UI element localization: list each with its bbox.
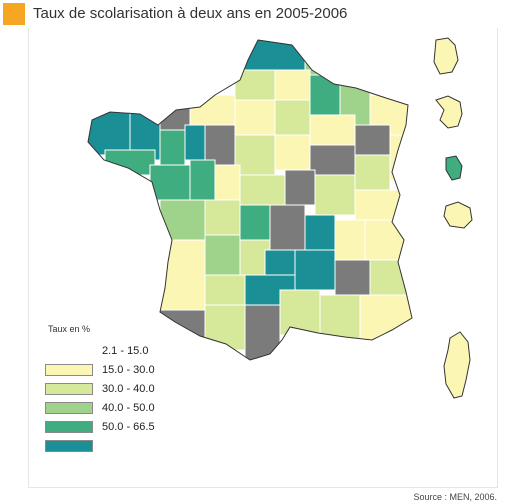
department-region[interactable] bbox=[309, 114, 356, 146]
department-region[interactable] bbox=[274, 69, 311, 101]
title-accent-square bbox=[3, 3, 25, 25]
department-region[interactable] bbox=[359, 294, 415, 341]
legend-title: Taux en % bbox=[48, 324, 91, 334]
department-region[interactable] bbox=[234, 69, 276, 101]
overseas-martinique-region[interactable] bbox=[435, 95, 463, 129]
legend-swatch bbox=[45, 402, 93, 414]
department-region[interactable] bbox=[309, 144, 356, 176]
mainland-outline bbox=[87, 39, 413, 361]
mainland-departments bbox=[85, 35, 415, 360]
legend-swatch bbox=[45, 421, 93, 433]
department-region[interactable] bbox=[159, 199, 206, 241]
department-region[interactable] bbox=[189, 94, 236, 126]
department-region[interactable] bbox=[234, 134, 276, 176]
department-region[interactable] bbox=[239, 35, 306, 71]
department-region[interactable] bbox=[284, 169, 316, 206]
overseas-guadeloupe-region[interactable] bbox=[433, 37, 459, 75]
legend-swatch bbox=[45, 383, 93, 395]
department-region[interactable] bbox=[184, 124, 206, 161]
department-region[interactable] bbox=[204, 234, 241, 276]
source-note: Source : MEN, 2006. bbox=[413, 492, 497, 502]
department-region[interactable] bbox=[239, 204, 271, 241]
department-region[interactable] bbox=[354, 154, 391, 191]
department-region[interactable] bbox=[159, 129, 186, 166]
department-region[interactable] bbox=[334, 259, 371, 301]
department-region[interactable] bbox=[364, 219, 411, 261]
department-region[interactable] bbox=[274, 99, 311, 136]
department-region[interactable] bbox=[239, 174, 286, 206]
department-region[interactable] bbox=[154, 309, 206, 346]
legend-label: 30.0 - 40.0 bbox=[102, 383, 155, 395]
department-region[interactable] bbox=[189, 159, 216, 201]
department-region[interactable] bbox=[159, 89, 191, 131]
legend-label: 15.0 - 30.0 bbox=[102, 364, 155, 376]
department-region[interactable] bbox=[244, 304, 281, 360]
map-panel bbox=[28, 28, 498, 488]
department-region[interactable] bbox=[319, 294, 361, 341]
department-region[interactable] bbox=[354, 189, 401, 221]
corsica-region[interactable] bbox=[443, 331, 471, 399]
overseas-guyane-region[interactable] bbox=[445, 155, 463, 181]
department-region[interactable] bbox=[269, 204, 306, 251]
department-region[interactable] bbox=[234, 99, 276, 136]
department-region[interactable] bbox=[204, 274, 246, 311]
department-region[interactable] bbox=[334, 219, 366, 261]
department-region[interactable] bbox=[354, 124, 391, 156]
department-region[interactable] bbox=[309, 74, 341, 116]
department-region[interactable] bbox=[369, 259, 411, 296]
department-region[interactable] bbox=[389, 134, 411, 181]
department-region[interactable] bbox=[304, 214, 336, 251]
legend-swatch bbox=[45, 364, 93, 376]
legend-swatch bbox=[45, 440, 93, 452]
department-region[interactable] bbox=[85, 109, 131, 156]
legend-label: 2.1 - 15.0 bbox=[102, 345, 149, 357]
map-title: Taux de scolarisation à deux ans en 2005… bbox=[33, 5, 348, 22]
department-region[interactable] bbox=[214, 164, 241, 201]
department-region[interactable] bbox=[279, 289, 321, 336]
department-region[interactable] bbox=[314, 174, 356, 216]
department-region[interactable] bbox=[294, 249, 336, 291]
department-region[interactable] bbox=[274, 134, 311, 171]
legend-label: 50.0 - 66.5 bbox=[102, 421, 155, 433]
legend-label: 40.0 - 50.0 bbox=[102, 402, 155, 414]
department-region[interactable] bbox=[204, 199, 241, 236]
overseas-reunion-region[interactable] bbox=[443, 201, 473, 229]
department-region[interactable] bbox=[204, 124, 236, 166]
